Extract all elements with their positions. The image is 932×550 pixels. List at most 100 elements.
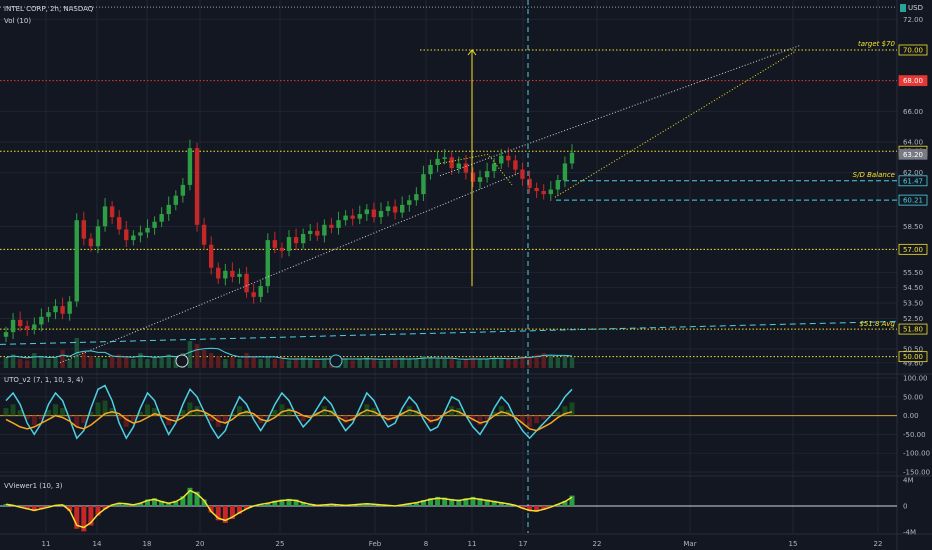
uto-indicator-label[interactable]: UTO_v2 (7, 1, 10, 3, 4): [4, 376, 84, 384]
volume-bar: [32, 353, 37, 368]
candle-body: [39, 316, 44, 325]
volume-bar: [428, 357, 433, 368]
uto-histogram-bar: [251, 415, 257, 418]
candle-body: [513, 160, 518, 170]
vviewer-bar: [88, 506, 94, 526]
uto-axis-tick-label: -50.00: [903, 431, 926, 439]
uto-histogram-bar: [350, 415, 356, 420]
vviewer-bar: [435, 496, 441, 506]
lower-trendline: [59, 172, 521, 364]
candle-body: [428, 165, 433, 175]
volume-bar: [145, 359, 150, 368]
vviewer-bar: [222, 506, 228, 523]
time-axis-tick-label: 25: [276, 540, 285, 548]
uto-histogram-bar: [74, 415, 80, 427]
candle-body: [95, 226, 101, 247]
vviewer-bar: [38, 506, 44, 510]
candle-body: [102, 206, 108, 227]
candle-body: [527, 178, 532, 188]
vviewer-bar: [208, 506, 214, 513]
vviewer-indicator-label[interactable]: VViewer1 (10, 3): [4, 482, 63, 490]
price-tag: [898, 243, 928, 255]
volume-bar: [152, 357, 157, 368]
time-axis-tick-label: Mar: [683, 540, 696, 548]
vviewer-bar: [420, 500, 426, 506]
vviewer-bar: [272, 500, 278, 506]
uto-histogram-bar: [194, 406, 200, 416]
volume-bar: [102, 359, 108, 368]
avg-annotation: $51.8 Avg: [859, 320, 895, 328]
uto-histogram-bar: [180, 409, 186, 416]
uto-histogram-bar: [428, 415, 433, 424]
uto-histogram-bar: [166, 415, 172, 425]
volume-bar: [67, 359, 72, 368]
vviewer-bar: [406, 503, 412, 506]
candle-body: [414, 194, 419, 201]
uto-histogram-bar: [81, 415, 87, 424]
volume-bar: [364, 357, 370, 368]
vviewer-bar: [527, 506, 533, 512]
candle-body: [237, 273, 242, 277]
uto-histogram-bar: [413, 409, 419, 416]
vviewer-bar: [562, 500, 568, 506]
vviewer-bar: [173, 500, 179, 506]
uto-histogram-bar: [307, 415, 313, 418]
uto-histogram-bar: [406, 406, 412, 416]
uto-histogram-bar: [498, 406, 504, 416]
vviewer-bar: [180, 496, 186, 506]
uto-histogram-bar: [3, 408, 9, 416]
currency-selector[interactable]: 7USD: [900, 4, 923, 12]
uto-histogram-bar: [244, 409, 250, 416]
vviewer-bar: [152, 498, 158, 506]
price-axis-tick-label: 55.50: [903, 269, 923, 277]
volume-bar: [216, 356, 221, 368]
price-tag-label: 60.21: [903, 197, 923, 205]
uto-histogram-bar: [130, 415, 136, 422]
volume-bar: [25, 360, 30, 368]
price-axis-tick-label: 66.00: [903, 108, 923, 116]
volume-bar: [357, 359, 362, 368]
uto-histogram-bar: [67, 415, 73, 418]
vviewer-bar: [116, 502, 122, 506]
uto-histogram-bar: [279, 404, 285, 416]
volume-bar: [506, 359, 511, 368]
price-tag: [898, 175, 928, 187]
uto-axis-tick-label: -150.00: [903, 469, 930, 477]
currency-label: USD: [908, 4, 923, 12]
volume-bar: [371, 359, 377, 368]
candle-body: [138, 232, 143, 236]
pattern-line: [439, 153, 513, 186]
target-arrow-head: [467, 49, 477, 56]
volume-bar: [569, 357, 575, 368]
target-annotation: target $70: [858, 40, 896, 48]
uto-histogram-bar: [449, 406, 455, 416]
volume-bar: [88, 356, 94, 368]
volume-bar: [456, 360, 461, 368]
candle-body: [286, 237, 292, 251]
uto-histogram-bar: [477, 415, 483, 425]
uto-histogram-bar: [152, 408, 158, 416]
volume-bar: [279, 359, 285, 368]
candle-body: [166, 204, 171, 215]
vviewer-bar: [24, 506, 30, 510]
candle-body: [322, 224, 327, 236]
candle-body: [435, 158, 440, 165]
volume-bar: [159, 356, 164, 368]
volume-bar: [258, 359, 263, 368]
uto-histogram-bar: [555, 411, 561, 416]
vviewer-bar: [31, 506, 37, 512]
uto-histogram-bar: [343, 415, 349, 424]
candle-body: [25, 326, 30, 330]
candle-body: [336, 220, 341, 228]
vviewer-bar: [265, 502, 271, 506]
volume-bar: [300, 357, 306, 368]
time-axis-tick-label: 11: [42, 540, 51, 548]
candle-body: [152, 221, 157, 228]
vviewer-bar: [569, 495, 575, 506]
volume-indicator-label[interactable]: Vol (10): [4, 17, 32, 25]
price-axis-tick-label: 50.50: [903, 346, 923, 354]
candle-body: [117, 217, 122, 230]
vviewer-bar: [456, 499, 462, 506]
time-axis-tick-label: 18: [143, 540, 152, 548]
